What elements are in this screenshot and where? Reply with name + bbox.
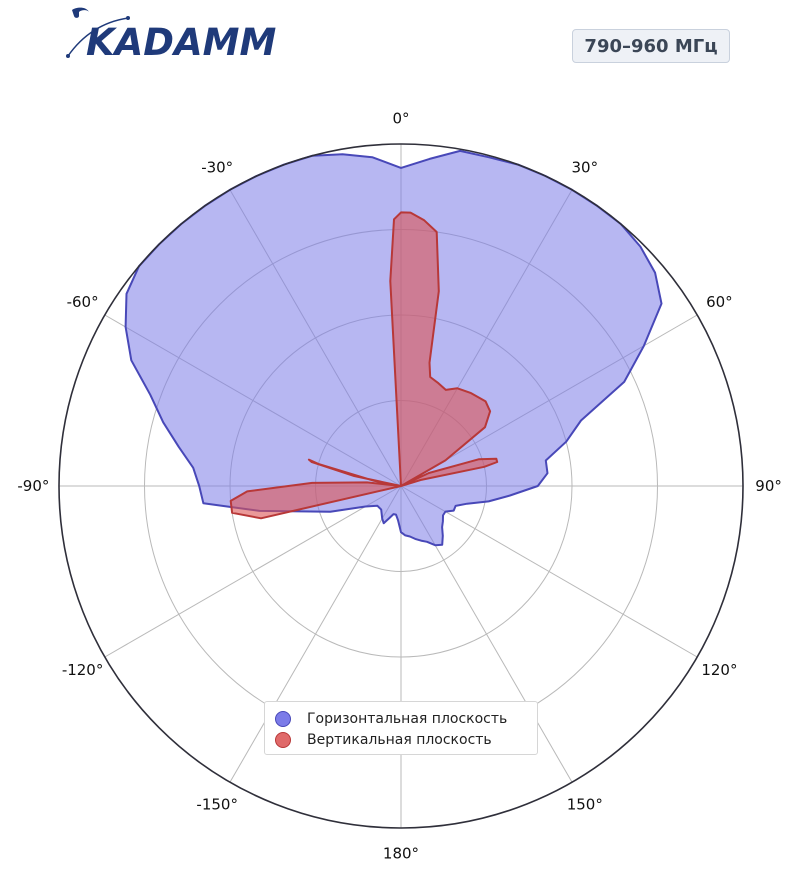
theta-tick-label: 0°	[392, 109, 409, 127]
legend-swatch-horizontal	[275, 711, 291, 727]
legend-entry-horizontal: Горизонтальная плоскость	[275, 709, 507, 729]
theta-tick-label: 120°	[701, 661, 737, 679]
logo-mark-icon	[66, 7, 130, 58]
grid-spoke-8	[104, 485, 402, 658]
polar-series	[124, 149, 663, 547]
logo-text: KADAMM	[86, 21, 277, 64]
legend-label-horizontal: Горизонтальная плоскость	[307, 711, 508, 727]
theta-tick-label: 150°	[567, 795, 603, 813]
frequency-badge: 790–960 МГц	[572, 29, 730, 63]
polar-outer-ring	[58, 143, 744, 829]
theta-tick-label: 60°	[706, 293, 733, 311]
theta-tick-label: -60°	[67, 293, 99, 311]
theta-tick-label: 90°	[755, 477, 782, 495]
theta-tick-label: -120°	[62, 661, 104, 679]
grid-spoke-4	[400, 485, 698, 658]
legend-label-vertical: Вертикальная плоскость	[307, 732, 492, 748]
theta-tick-label: -90°	[17, 477, 49, 495]
theta-tick-label: -150°	[196, 795, 238, 813]
frequency-badge-label: 790–960 МГц	[584, 35, 718, 57]
polar-tick-labels: 0° 30° 60° 90° 120° 150° 180° -150° -120° -90° -60…	[17, 109, 781, 862]
legend-swatch-vertical	[275, 732, 291, 748]
grid-spoke-7	[229, 485, 402, 783]
theta-tick-label: -30°	[201, 159, 233, 177]
kadamm-logo: KADAMM	[62, 6, 276, 62]
legend-entry-vertical: Вертикальная плоскость	[275, 730, 492, 750]
theta-tick-label: 180°	[383, 845, 419, 863]
chart-legend: Горизонтальная плоскость Вертикальная пл…	[264, 701, 538, 755]
series-area-vertical	[229, 211, 499, 520]
theta-tick-label: 30°	[572, 159, 599, 177]
